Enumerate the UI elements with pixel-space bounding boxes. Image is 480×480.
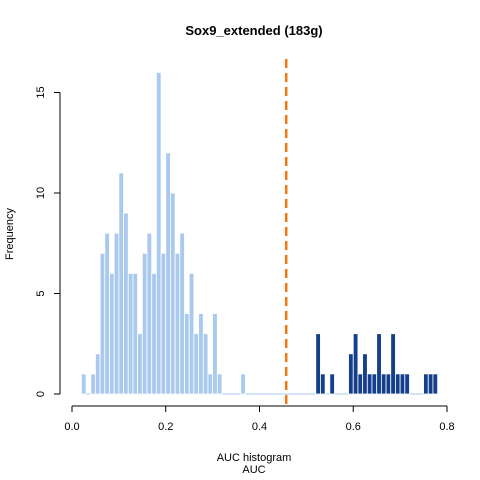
histogram-bar [99, 252, 106, 395]
histogram-bar [198, 313, 204, 395]
histogram-bar [188, 272, 195, 395]
histogram-bar [202, 333, 209, 395]
histogram-bar [362, 353, 368, 395]
x-axis-ticks: 0.0 0.2 0.4 0.6 0.8 [64, 406, 455, 433]
histogram-bar [104, 232, 110, 395]
histogram-bar [216, 373, 223, 395]
y-tick-label: 5 [35, 290, 47, 296]
histogram-bar [184, 313, 190, 395]
histogram-bar [170, 192, 176, 395]
histogram-bar [423, 373, 429, 395]
histogram-bar [165, 152, 171, 395]
histogram-bar [80, 373, 87, 395]
histogram-bar [212, 313, 218, 395]
histogram-bar [118, 172, 124, 395]
histogram-bar [90, 373, 96, 395]
histogram-bar [174, 252, 181, 395]
x-tick-label: 0.0 [64, 421, 79, 433]
y-tick-label: 10 [35, 187, 47, 199]
histogram-bar [385, 373, 392, 395]
x-tick-label: 0.6 [346, 421, 361, 433]
histogram-bar [399, 373, 406, 395]
histogram-bar [137, 333, 143, 395]
histogram-bar [395, 373, 401, 395]
x-tick-label: 0.8 [439, 421, 454, 433]
x-axis-label-line1: AUC histogram [217, 452, 292, 464]
histogram-bar [371, 373, 378, 395]
histogram-bar [155, 72, 162, 395]
x-tick-label: 0.4 [252, 421, 267, 433]
y-tick-label: 15 [35, 86, 47, 98]
histogram-bar [123, 212, 129, 395]
histogram-bar [240, 373, 246, 395]
histogram-bar [146, 232, 153, 395]
histogram-bar [132, 272, 139, 395]
histogram-bar [193, 333, 199, 395]
histogram-bar [151, 272, 157, 395]
histogram-bar [380, 373, 387, 395]
histogram-bars [80, 72, 439, 395]
y-axis-ticks: 0 5 10 15 [35, 86, 60, 397]
histogram-bar [207, 373, 214, 395]
histogram-bar [320, 373, 326, 395]
histogram-bar [329, 373, 335, 395]
histogram-bar [179, 232, 185, 395]
y-tick-label: 0 [35, 391, 47, 397]
histogram-bar [390, 333, 396, 395]
chart-title: Sox9_extended (183g) [185, 23, 322, 38]
histogram-bar [113, 232, 120, 395]
histogram-bar [348, 353, 354, 395]
histogram-bar [352, 333, 359, 395]
histogram-bar [357, 373, 364, 395]
x-tick-label: 0.2 [158, 421, 173, 433]
histogram-bar [432, 373, 439, 395]
histogram-bar [109, 272, 115, 395]
histogram-bar [160, 252, 167, 395]
histogram-bar [315, 333, 321, 395]
histogram-bar [427, 373, 434, 395]
histogram-bar [95, 353, 101, 395]
histogram-bar [141, 252, 148, 395]
histogram-bar [366, 373, 373, 395]
histogram-bar [127, 272, 134, 395]
y-axis-label: Frequency [4, 208, 16, 260]
histogram-bar [404, 373, 410, 395]
x-axis-label-line2: AUC [242, 464, 265, 476]
histogram-bar [376, 333, 382, 395]
